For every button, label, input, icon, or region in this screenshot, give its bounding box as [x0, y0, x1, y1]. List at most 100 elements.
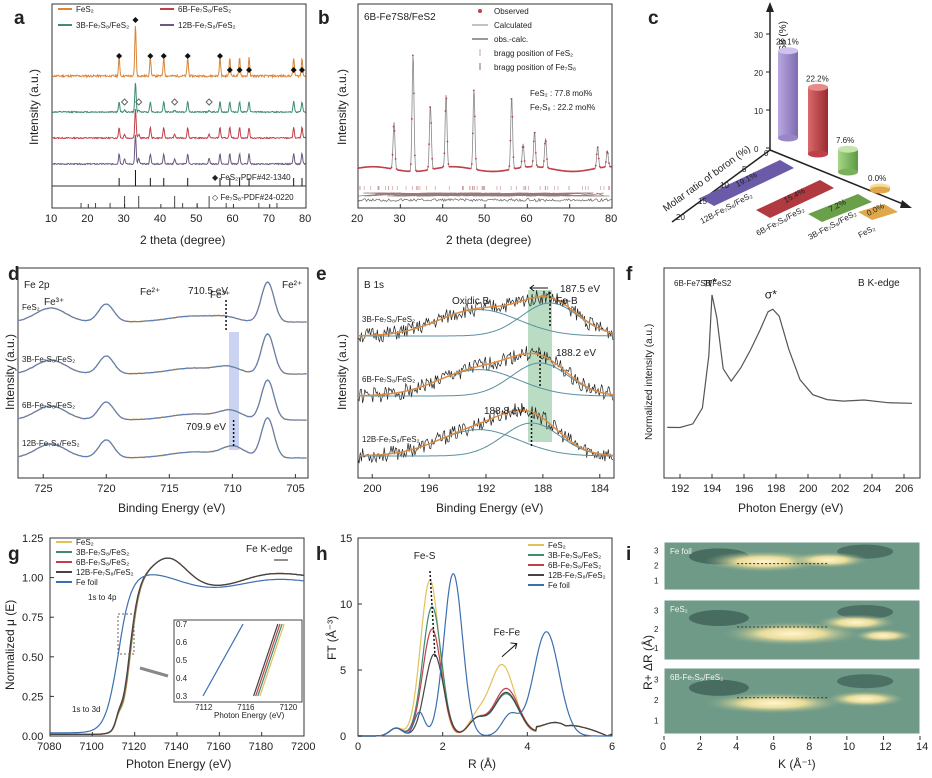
panel-d-fit-trace-1	[17, 333, 307, 375]
panel-a-trace-0	[51, 25, 307, 79]
panel-i-map-hotspot-2-0	[703, 692, 844, 714]
panel-b-observed-point	[426, 169, 428, 171]
panel-label-b: b	[318, 8, 330, 29]
panel-c-value-label-1: 22.2%	[806, 74, 829, 83]
panel-b-observed-point	[533, 131, 536, 134]
panel-b-x-tick-label-1: 30	[393, 213, 405, 225]
panel-f-x-tick-label-1: 194	[703, 483, 721, 495]
panel-c-bar-2	[838, 149, 858, 172]
panel-e-x-label: Binding Energy (eV)	[436, 501, 543, 515]
panel-c-z-tick-label-1: 10	[754, 107, 763, 116]
panel-b-observed-point	[409, 163, 412, 166]
panel-a-y-label: Intensity (a.u.)	[27, 69, 41, 145]
panel-g-inset-x-tick-label-2: 7120	[279, 703, 297, 712]
panel-i-y-tick-label-2-2: 3	[654, 675, 659, 684]
panel-g-y-tick-label-2: 0.50	[22, 652, 43, 664]
panel-f-x-tick-label-7: 206	[895, 483, 913, 495]
panel-h-legend-label-2: 6B-Fe₇S₈/FeS₂	[548, 561, 601, 570]
panel-g-x-tick-label-4: 7160	[206, 741, 230, 753]
panel-f-x-tick-label-0: 192	[671, 483, 689, 495]
panel-d-sample-label-3: 12B-Fe₇S₈/FeS₂	[22, 439, 80, 448]
panel-h-legend-label-0: FeS₂	[548, 541, 566, 550]
panel-c-bar-bottom-0	[778, 134, 798, 142]
panel-label-i: i	[626, 544, 631, 565]
panel-b-observed-point	[543, 160, 545, 162]
panel-c-z-tick-label-2: 20	[754, 69, 763, 78]
panel-h-trace-0	[358, 579, 613, 737]
panel-c-y-tick-label-3: 5	[742, 165, 747, 174]
panel-d-marker-label-1: 709.9 eV	[186, 422, 226, 433]
panel-g-inset-y-tick-label-3: 0.6	[176, 638, 188, 647]
panel-b-x-tick-label-4: 60	[520, 213, 532, 225]
panel-e-x-tick-label-0: 200	[363, 483, 381, 495]
panel-g-inset-x-tick-label-1: 7116	[237, 703, 255, 712]
panel-a-x-tick-label-0: 10	[45, 213, 57, 225]
panel-b-observed-point	[508, 165, 511, 168]
panel-g-legend-label-0: FeS₂	[76, 538, 94, 547]
panel-c-y-tick-label-1: 15	[698, 197, 707, 206]
panel-e-fit-trace-0	[358, 296, 614, 337]
panel-g-y-tick-label-4: 1.00	[22, 573, 43, 585]
panel-e-marker-label-1: 188.2 eV	[556, 348, 596, 359]
panel-i-x-tick-label-3: 6	[770, 741, 776, 753]
panel-a-x-tick-label-7: 80	[299, 213, 311, 225]
panel-d-peak-label-2: Fe³⁺	[210, 290, 230, 301]
panel-i-x-tick-label-1: 2	[697, 741, 703, 753]
panel-b-difference-line	[357, 197, 613, 203]
panel-f-x-label: Photon Energy (eV)	[738, 501, 843, 515]
panel-f-feature-label-1: σ*	[765, 288, 777, 302]
panel-i-x-tick-label-4: 8	[806, 741, 812, 753]
panel-i-map-frame-1	[663, 599, 921, 661]
panel-a-x-tick-label-5: 60	[226, 213, 238, 225]
panel-a-x-tick-label-1: 20	[81, 213, 93, 225]
panel-b-observed-point	[469, 167, 472, 170]
panel-c-bar-bottom-3	[870, 186, 890, 194]
panel-b-observed-point	[597, 157, 600, 160]
panel-b-title: 6B-Fe7S8/FeS2	[364, 12, 436, 23]
panel-e-y-label: Intensity (a.u.)	[335, 334, 349, 410]
panel-b-observed-point	[389, 167, 392, 170]
panel-c-bar-1	[808, 87, 828, 154]
panel-g-x-tick-label-2: 7120	[122, 741, 146, 753]
panel-b-observed-point	[545, 140, 547, 143]
panel-a-diamond-icon-2	[147, 53, 154, 59]
panel-h-y-tick-label-1: 5	[340, 665, 346, 677]
panel-b-observed-point	[534, 151, 537, 154]
panel-b-observed-point	[427, 165, 430, 168]
panel-e-shift-arrow-icon	[529, 284, 548, 292]
panel-b-observed-point	[393, 129, 396, 132]
panel-i-y-label: R+ ΔR (Å)	[640, 635, 655, 690]
panel-h-y-label: FT (Å⁻³)	[324, 616, 339, 660]
panel-h-trace-1	[358, 606, 613, 737]
panel-i-y-tick-label-1-2: 3	[654, 606, 659, 615]
panel-b-observed-point	[519, 166, 522, 169]
panel-b-observed-point	[412, 92, 415, 95]
panel-b-observed-point	[445, 97, 448, 100]
panel-a-legend-label-3: 12B-Fe₇S₈/FeS₂	[178, 21, 236, 30]
panel-e-x-tick-label-2: 192	[477, 483, 495, 495]
panel-d-title: Fe 2p	[24, 280, 50, 291]
panel-label-g: g	[8, 544, 20, 565]
panel-b-x-tick-label-0: 20	[351, 213, 363, 225]
panel-g-inset-trace-3	[253, 623, 279, 697]
panel-b-observed-point	[546, 158, 548, 161]
panel-i-map-dark2-2	[837, 674, 894, 689]
panel-i-x-tick-label-0: 0	[660, 741, 666, 753]
panel-g-inset-trace-1	[257, 623, 283, 697]
panel-b-observed-point	[606, 151, 608, 153]
panel-b-x-tick-label-5: 70	[563, 213, 575, 225]
panel-b-bragg-fe7s8-tick	[582, 192, 604, 197]
panel-a-ref-label-fe7s8: ◇ Fe₇S₈-PDF#24-0220	[212, 193, 294, 202]
panel-e-x-tick-label-3: 188	[534, 483, 552, 495]
panel-a-diamond-icon-4	[184, 53, 191, 59]
panel-a-open-diamond-icon-1	[135, 98, 143, 106]
panel-g-y-tick-label-3: 0.75	[22, 612, 43, 624]
panel-b-observed-point	[523, 160, 526, 162]
panel-d-x-tick-label-0: 725	[34, 483, 52, 495]
panel-label-e: e	[316, 264, 327, 285]
panel-i-y-tick-label-0-2: 3	[654, 547, 659, 556]
panel-d-peak-label-3: Fe²⁺	[282, 280, 302, 291]
panel-i-map-frame-0	[663, 541, 921, 591]
panel-e-raw-trace-2	[357, 402, 614, 464]
panel-d-frame	[17, 267, 309, 479]
